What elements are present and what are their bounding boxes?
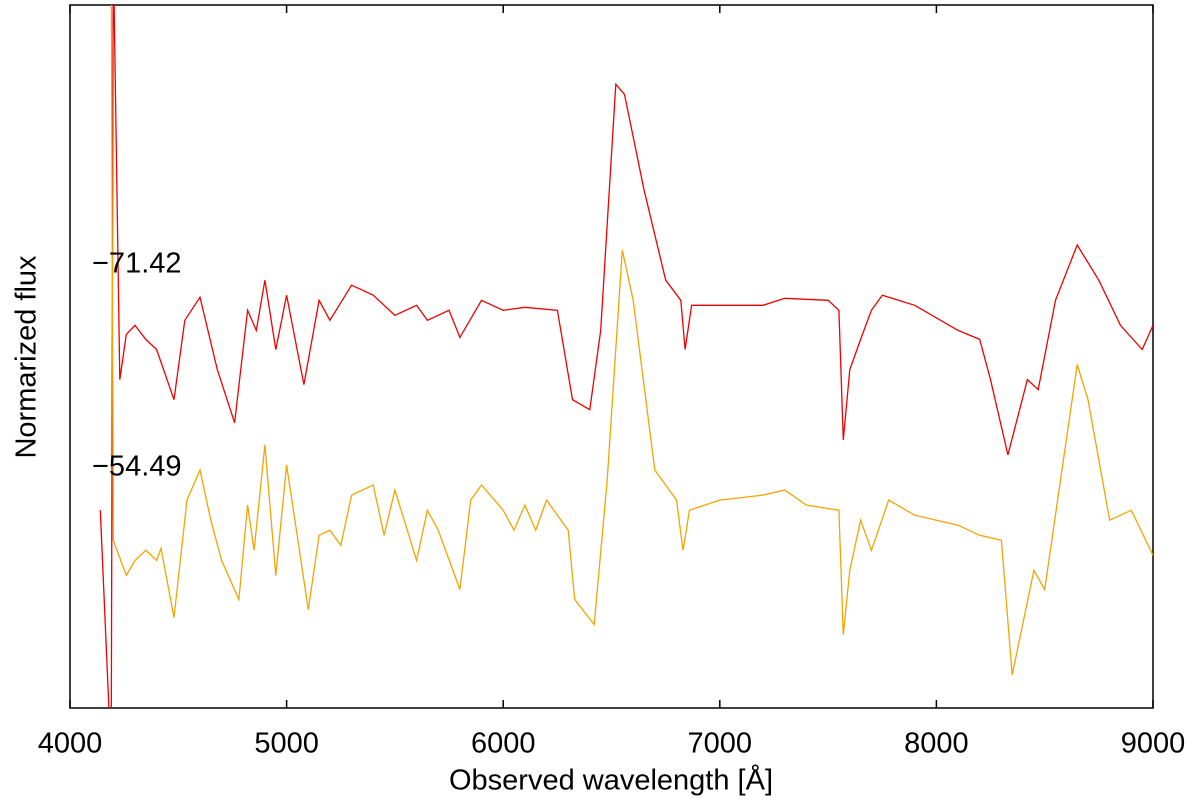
series-label: −54.49 [92, 451, 182, 483]
x-axis-label: Observed wavelength [Å] [449, 764, 773, 797]
spectrum-line [99, 5, 1153, 708]
x-tick-label: 6000 [471, 728, 536, 760]
plot-frame [69, 4, 1154, 709]
plot-lines [99, 5, 1153, 708]
y-axis-label: Normarized flux [11, 255, 43, 459]
spectrum-line [110, 5, 1153, 676]
series-label: −71.42 [92, 248, 182, 280]
x-tick-label: 5000 [254, 728, 319, 760]
x-tick-label: 8000 [904, 728, 969, 760]
x-tick-label: 4000 [38, 728, 103, 760]
x-tick-label: 7000 [688, 728, 753, 760]
x-tick-label: 9000 [1121, 728, 1186, 760]
